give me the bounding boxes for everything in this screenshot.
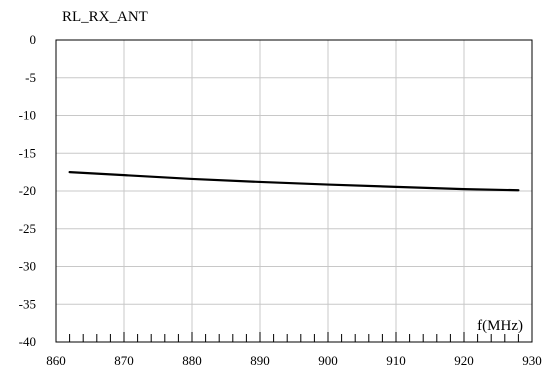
y-tick-label: 0 [30,32,37,47]
y-tick-label: -40 [19,334,36,349]
x-tick-label: 930 [522,353,542,368]
x-axis-tick-labels: 860 870 880 890 900 910 920 930 [46,353,542,368]
x-tick-label: 910 [386,353,406,368]
y-axis-tick-labels: 0 -5 -10 -15 -20 -25 -30 -35 -40 [19,32,36,349]
x-tick-label: 860 [46,353,66,368]
x-tick-label: 920 [454,353,474,368]
x-tick-label: 870 [114,353,134,368]
x-axis-ticks [56,332,532,342]
x-axis-label: f(MHz) [477,318,523,334]
y-tick-label: -30 [19,259,36,274]
y-tick-label: -25 [19,221,36,236]
chart-title: RL_RX_ANT [62,9,148,25]
plot-grid [56,40,532,342]
x-tick-label: 900 [318,353,338,368]
y-tick-label: -15 [19,145,36,160]
series-line [70,172,519,190]
series-group [70,172,519,190]
x-tick-label: 890 [250,353,270,368]
y-tick-label: -10 [19,108,36,123]
x-tick-label: 880 [182,353,202,368]
y-tick-label: -20 [19,183,36,198]
y-tick-label: -35 [19,296,36,311]
y-tick-label: -5 [25,70,36,85]
